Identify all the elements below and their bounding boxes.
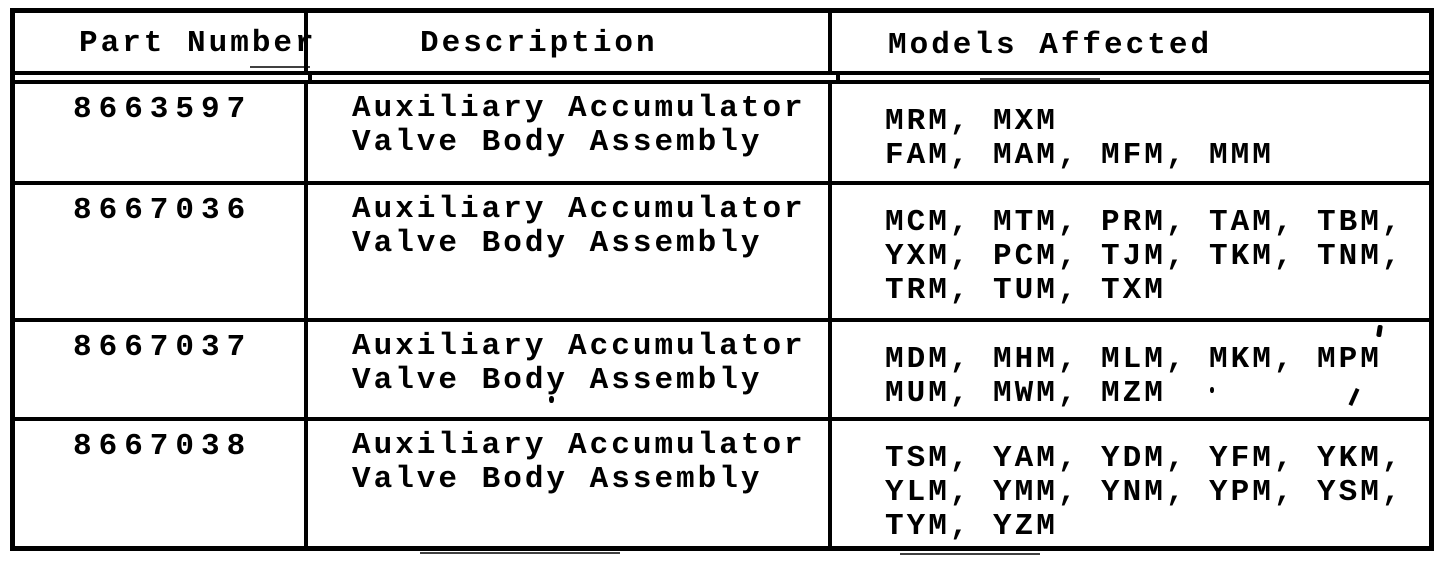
description-cell: Auxiliary Accumulator Valve Body Assembl… [308,84,832,181]
description-line: Auxiliary Accumulator [352,91,806,126]
scan-noise [980,78,1100,80]
part-number-cell: 8663597 [15,84,308,181]
scan-artifact-dot [1210,387,1214,393]
table-header-row: Part Number Description Models Affected [15,13,1429,71]
part-number-cell: 8667036 [15,185,308,318]
parts-table: Part Number Description Models Affected … [10,8,1434,551]
description-line: Valve Body Assembly [352,125,763,160]
models-line: MRM, MXM [885,104,1058,139]
description-line: Valve Body Assembly [352,363,763,398]
description-cell: Auxiliary Accumulator Valve Body Assembl… [308,421,832,548]
scan-artifact-dot [549,396,554,403]
models-line: YXM, PCM, TJM, TKM, TNM, [885,239,1404,274]
models-line: TSM, YAM, YDM, YFM, YKM, [885,441,1404,476]
part-number-cell: 8667037 [15,322,308,417]
description-line: Valve Body Assembly [352,226,763,261]
column-header-part-number: Part Number [15,13,314,71]
table-row: 8663597 Auxiliary Accumulator Valve Body… [15,84,1429,181]
models-affected-cell: MDM, MHM, MLM, MKM, MPM MUM, MWM, MZM [832,322,1429,417]
models-affected-cell: MCM, MTM, PRM, TAM, TBM, YXM, PCM, TJM, … [832,185,1429,318]
models-line: MUM, MWM, MZM [885,376,1166,411]
column-header-description: Description [308,13,832,71]
table-row: 8667036 Auxiliary Accumulator Valve Body… [15,181,1429,318]
models-line: FAM, MAM, MFM, MMM [885,138,1274,173]
scan-noise [900,553,1040,555]
models-affected-cell: TSM, YAM, YDM, YFM, YKM, YLM, YMM, YNM, … [832,421,1429,548]
table-row: 8667037 Auxiliary Accumulator Valve Body… [15,318,1429,417]
description-cell: Auxiliary Accumulator Valve Body Assembl… [308,185,832,318]
description-line: Valve Body Assembly [352,462,763,497]
models-affected-cell: MRM, MXM FAM, MAM, MFM, MMM [832,84,1429,181]
table-row: 8667038 Auxiliary Accumulator Valve Body… [15,417,1429,548]
description-cell: Auxiliary Accumulator Valve Body Assembl… [308,322,832,417]
models-line: MDM, MHM, MLM, MKM, MPM [885,342,1382,377]
column-header-label: Models Affected [888,28,1213,63]
scan-noise [250,66,310,68]
column-header-label: Part Number [79,26,317,61]
part-number-cell: 8667038 [15,421,308,548]
description-line: Auxiliary Accumulator [352,192,806,227]
models-line: MCM, MTM, PRM, TAM, TBM, [885,205,1404,240]
header-double-rule [15,71,1429,84]
scan-noise [420,552,620,554]
column-header-models-affected: Models Affected [832,13,1429,71]
description-line: Auxiliary Accumulator [352,428,806,463]
models-line: TRM, TUM, TXM [885,273,1166,308]
description-line: Auxiliary Accumulator [352,329,806,364]
column-header-label: Description [420,26,658,61]
models-line: YLM, YMM, YNM, YPM, YSM, [885,475,1404,510]
models-line: TYM, YZM [885,509,1058,544]
